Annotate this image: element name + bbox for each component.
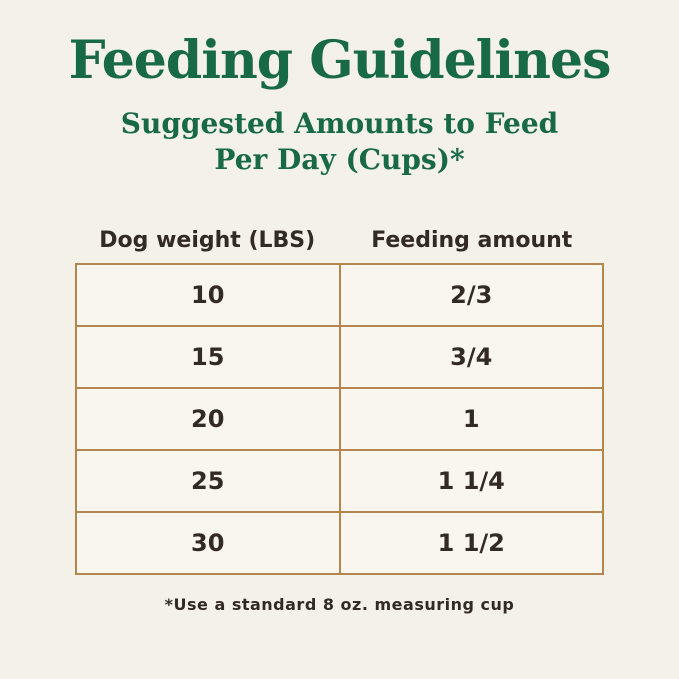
weight-cell: 15 [75, 325, 341, 390]
footnote: *Use a standard 8 oz. measuring cup [164, 595, 515, 615]
amount-cell: 3/4 [338, 325, 604, 390]
column-header-dog-weight: Dog weight (LBS) [99, 228, 316, 254]
amount-cell: 2/3 [338, 263, 604, 328]
table-column-headers: Dog weight (LBS) Feeding amount [75, 228, 604, 253]
subtitle-line-2: Per Day (Cups)* [214, 143, 465, 177]
amount-cell: 1 1/2 [338, 511, 604, 576]
weight-cell: 25 [75, 449, 341, 514]
weight-cell: 30 [75, 511, 341, 576]
weight-cell: 10 [75, 263, 341, 328]
amount-cell: 1 1/4 [338, 449, 604, 514]
column-header-feeding-amount: Feeding amount [371, 228, 573, 254]
feeding-table: 10 2/3 15 3/4 20 1 25 1 1/4 30 1 1/2 [75, 263, 604, 576]
table-row: 25 1 1/4 [75, 449, 604, 514]
amount-cell: 1 [338, 387, 604, 452]
table-row: 10 2/3 [75, 263, 604, 328]
page-title: Feeding Guidelines [68, 30, 612, 91]
table-row: 15 3/4 [75, 325, 604, 390]
weight-cell: 20 [75, 387, 341, 452]
page-subtitle: Suggested Amounts to Feed Per Day (Cups)… [0, 106, 679, 178]
table-row: 20 1 [75, 387, 604, 452]
table-row: 30 1 1/2 [75, 511, 604, 576]
subtitle-line-1: Suggested Amounts to Feed [120, 107, 559, 141]
